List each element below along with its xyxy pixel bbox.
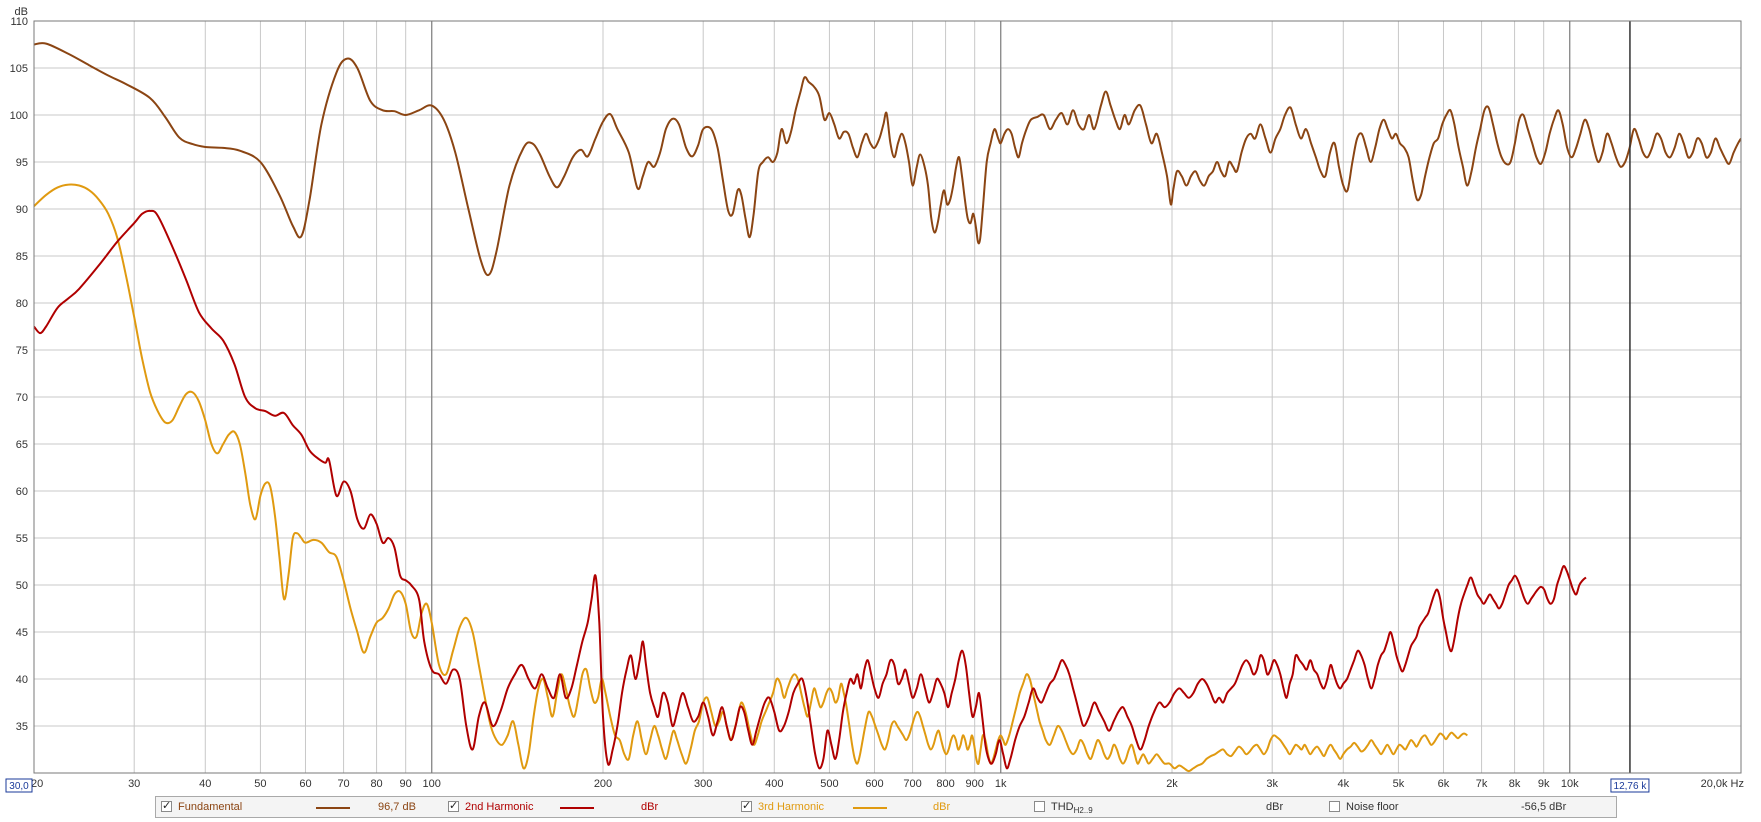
- x-tick-label: 200: [594, 778, 612, 790]
- y-tick-label: 50: [16, 580, 28, 592]
- fundamental-swatch: [316, 807, 350, 809]
- x-tick-label: 7k: [1476, 778, 1488, 790]
- x-tick-label: 6k: [1438, 778, 1450, 790]
- x-tick-label: 300: [694, 778, 712, 790]
- x-tick-label: 90: [400, 778, 412, 790]
- y-tick-label: 100: [10, 110, 28, 122]
- 2nd-harmonic-swatch: [560, 807, 594, 809]
- y-min-readout-box: [5, 778, 33, 793]
- x-tick-label: 10k: [1561, 778, 1579, 790]
- 2nd-harmonic-series-line: [34, 209, 1587, 770]
- chart-grid: [33, 20, 1742, 773]
- x-tick-label: 800: [936, 778, 954, 790]
- legend-value: -56,5 dBr: [1521, 801, 1567, 813]
- x-tick-label: 70: [337, 778, 349, 790]
- y-tick-label: 65: [16, 439, 28, 451]
- x-tick-label: 5k: [1393, 778, 1405, 790]
- y-tick-label: 105: [10, 63, 28, 75]
- x-tick-label: 20: [31, 778, 43, 790]
- x-tick-label: 400: [765, 778, 783, 790]
- legend-value: dBr: [933, 801, 951, 813]
- cursor-readout-box: [1610, 778, 1650, 793]
- y-tick-label: 75: [16, 345, 28, 357]
- x-tick-label: 2k: [1166, 778, 1178, 790]
- y-tick-label: 90: [16, 204, 28, 216]
- y-tick-label: 85: [16, 251, 28, 263]
- frequency-cursor: 12,76 k: [1610, 21, 1650, 793]
- x-tick-label: 4k: [1337, 778, 1349, 790]
- legend-bar: ✓ Fundamental 96,7 dB ✓ 2nd Harmonic dBr…: [155, 796, 1617, 818]
- y-tick-label: 40: [16, 674, 28, 686]
- y-tick-label: 60: [16, 486, 28, 498]
- y-tick-label: 80: [16, 298, 28, 310]
- x-tick-label: 500: [820, 778, 838, 790]
- y-tick-label: 35: [16, 721, 28, 733]
- legend-value: dBr: [1266, 801, 1284, 813]
- x-tick-label: 100: [423, 778, 441, 790]
- y-min-readout: 30,0: [9, 781, 29, 792]
- y-tick-label: 95: [16, 157, 28, 169]
- legend-label: 2nd Harmonic: [465, 801, 534, 813]
- legend-label: Fundamental: [178, 801, 243, 813]
- y-tick-label: 45: [16, 627, 28, 639]
- x-tick-label: 600: [865, 778, 883, 790]
- plot-frame: [33, 20, 1742, 774]
- x-tick-label: 3k: [1266, 778, 1278, 790]
- legend-value: dBr: [641, 801, 659, 813]
- x-tick-label: 50: [254, 778, 266, 790]
- x-tick-label: 60: [299, 778, 311, 790]
- legend-item-thd: THDH2..9 dBr: [1032, 797, 1324, 817]
- chart-series: [34, 42, 1741, 773]
- x-tick-label: 20,0k Hz: [1701, 778, 1744, 790]
- x-tick-label: 1k: [995, 778, 1007, 790]
- x-tick-label: 40: [199, 778, 211, 790]
- legend-label: Noise floor: [1346, 801, 1399, 813]
- fundamental-checkbox[interactable]: ✓: [161, 800, 172, 812]
- x-tick-label: 900: [965, 778, 983, 790]
- legend-item-3rd-harmonic: ✓ 3rd Harmonic dBr: [740, 797, 1032, 817]
- x-tick-label: 700: [903, 778, 921, 790]
- x-tick-label: 9k: [1538, 778, 1550, 790]
- y-tick-label: 70: [16, 392, 28, 404]
- legend-item-2nd-harmonic: ✓ 2nd Harmonic dBr: [448, 797, 740, 817]
- 3rd-harmonic-checkbox[interactable]: ✓: [741, 800, 752, 812]
- legend-label: THDH2..9: [1051, 801, 1093, 816]
- x-tick-label: 80: [370, 778, 382, 790]
- 3rd-harmonic-swatch: [853, 807, 887, 809]
- x-tick-label: 8k: [1509, 778, 1521, 790]
- legend-item-fundamental: ✓ Fundamental 96,7 dB: [156, 797, 448, 817]
- legend-label: 3rd Harmonic: [758, 801, 825, 813]
- 3rd-harmonic-series-line: [34, 183, 1468, 773]
- fundamental-series-line: [34, 42, 1741, 277]
- cursor-readout: 12,76 k: [1614, 781, 1648, 792]
- 2nd-harmonic-checkbox[interactable]: ✓: [448, 800, 459, 812]
- y-axis-label: dB: [15, 6, 28, 18]
- x-tick-label: 30: [128, 778, 140, 790]
- y-tick-label: 110: [10, 16, 28, 28]
- noise-floor-checkbox[interactable]: [1329, 801, 1340, 812]
- y-tick-label: 55: [16, 533, 28, 545]
- legend-value: 96,7 dB: [378, 801, 416, 813]
- legend-item-noise-floor: Noise floor -56,5 dBr: [1324, 797, 1616, 817]
- thd-checkbox[interactable]: [1034, 801, 1045, 812]
